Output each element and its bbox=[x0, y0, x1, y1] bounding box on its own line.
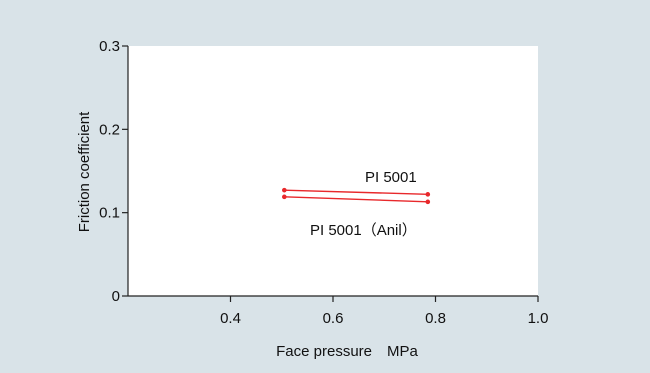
x-axis-title: Face pressure MPa bbox=[276, 343, 418, 360]
y-tick-label: 0.3 bbox=[99, 38, 120, 55]
series-point-1 bbox=[282, 194, 287, 200]
axes bbox=[127, 46, 538, 297]
y-tick-label: 0.2 bbox=[99, 121, 120, 138]
series-point-0 bbox=[425, 192, 431, 197]
y-tick-label: 0 bbox=[112, 288, 120, 305]
x-tick-label: 1.0 bbox=[528, 310, 549, 327]
series-label-pi5001: PI 5001 bbox=[365, 169, 417, 186]
x-tick-label: 0.4 bbox=[220, 310, 241, 327]
series-point-1 bbox=[425, 199, 431, 205]
x-tick-label: 0.6 bbox=[323, 310, 344, 327]
series-layer bbox=[282, 187, 431, 205]
labels: Face pressure MPa Friction coefficient P… bbox=[76, 111, 419, 360]
series-line-1 bbox=[284, 196, 428, 203]
x-tick-label: 0.8 bbox=[425, 310, 446, 327]
y-axis-title: Friction coefficient bbox=[76, 111, 93, 232]
ticks: 0 0.1 0.2 0.3 0.4 0.6 0.8 1.0 bbox=[99, 38, 548, 327]
series-line-0 bbox=[284, 189, 428, 196]
series-label-pi5001-anil: PI 5001（Anil） bbox=[310, 222, 417, 239]
series-point-0 bbox=[282, 187, 287, 193]
y-tick-label: 0.1 bbox=[99, 205, 120, 222]
plot-area bbox=[128, 46, 538, 296]
